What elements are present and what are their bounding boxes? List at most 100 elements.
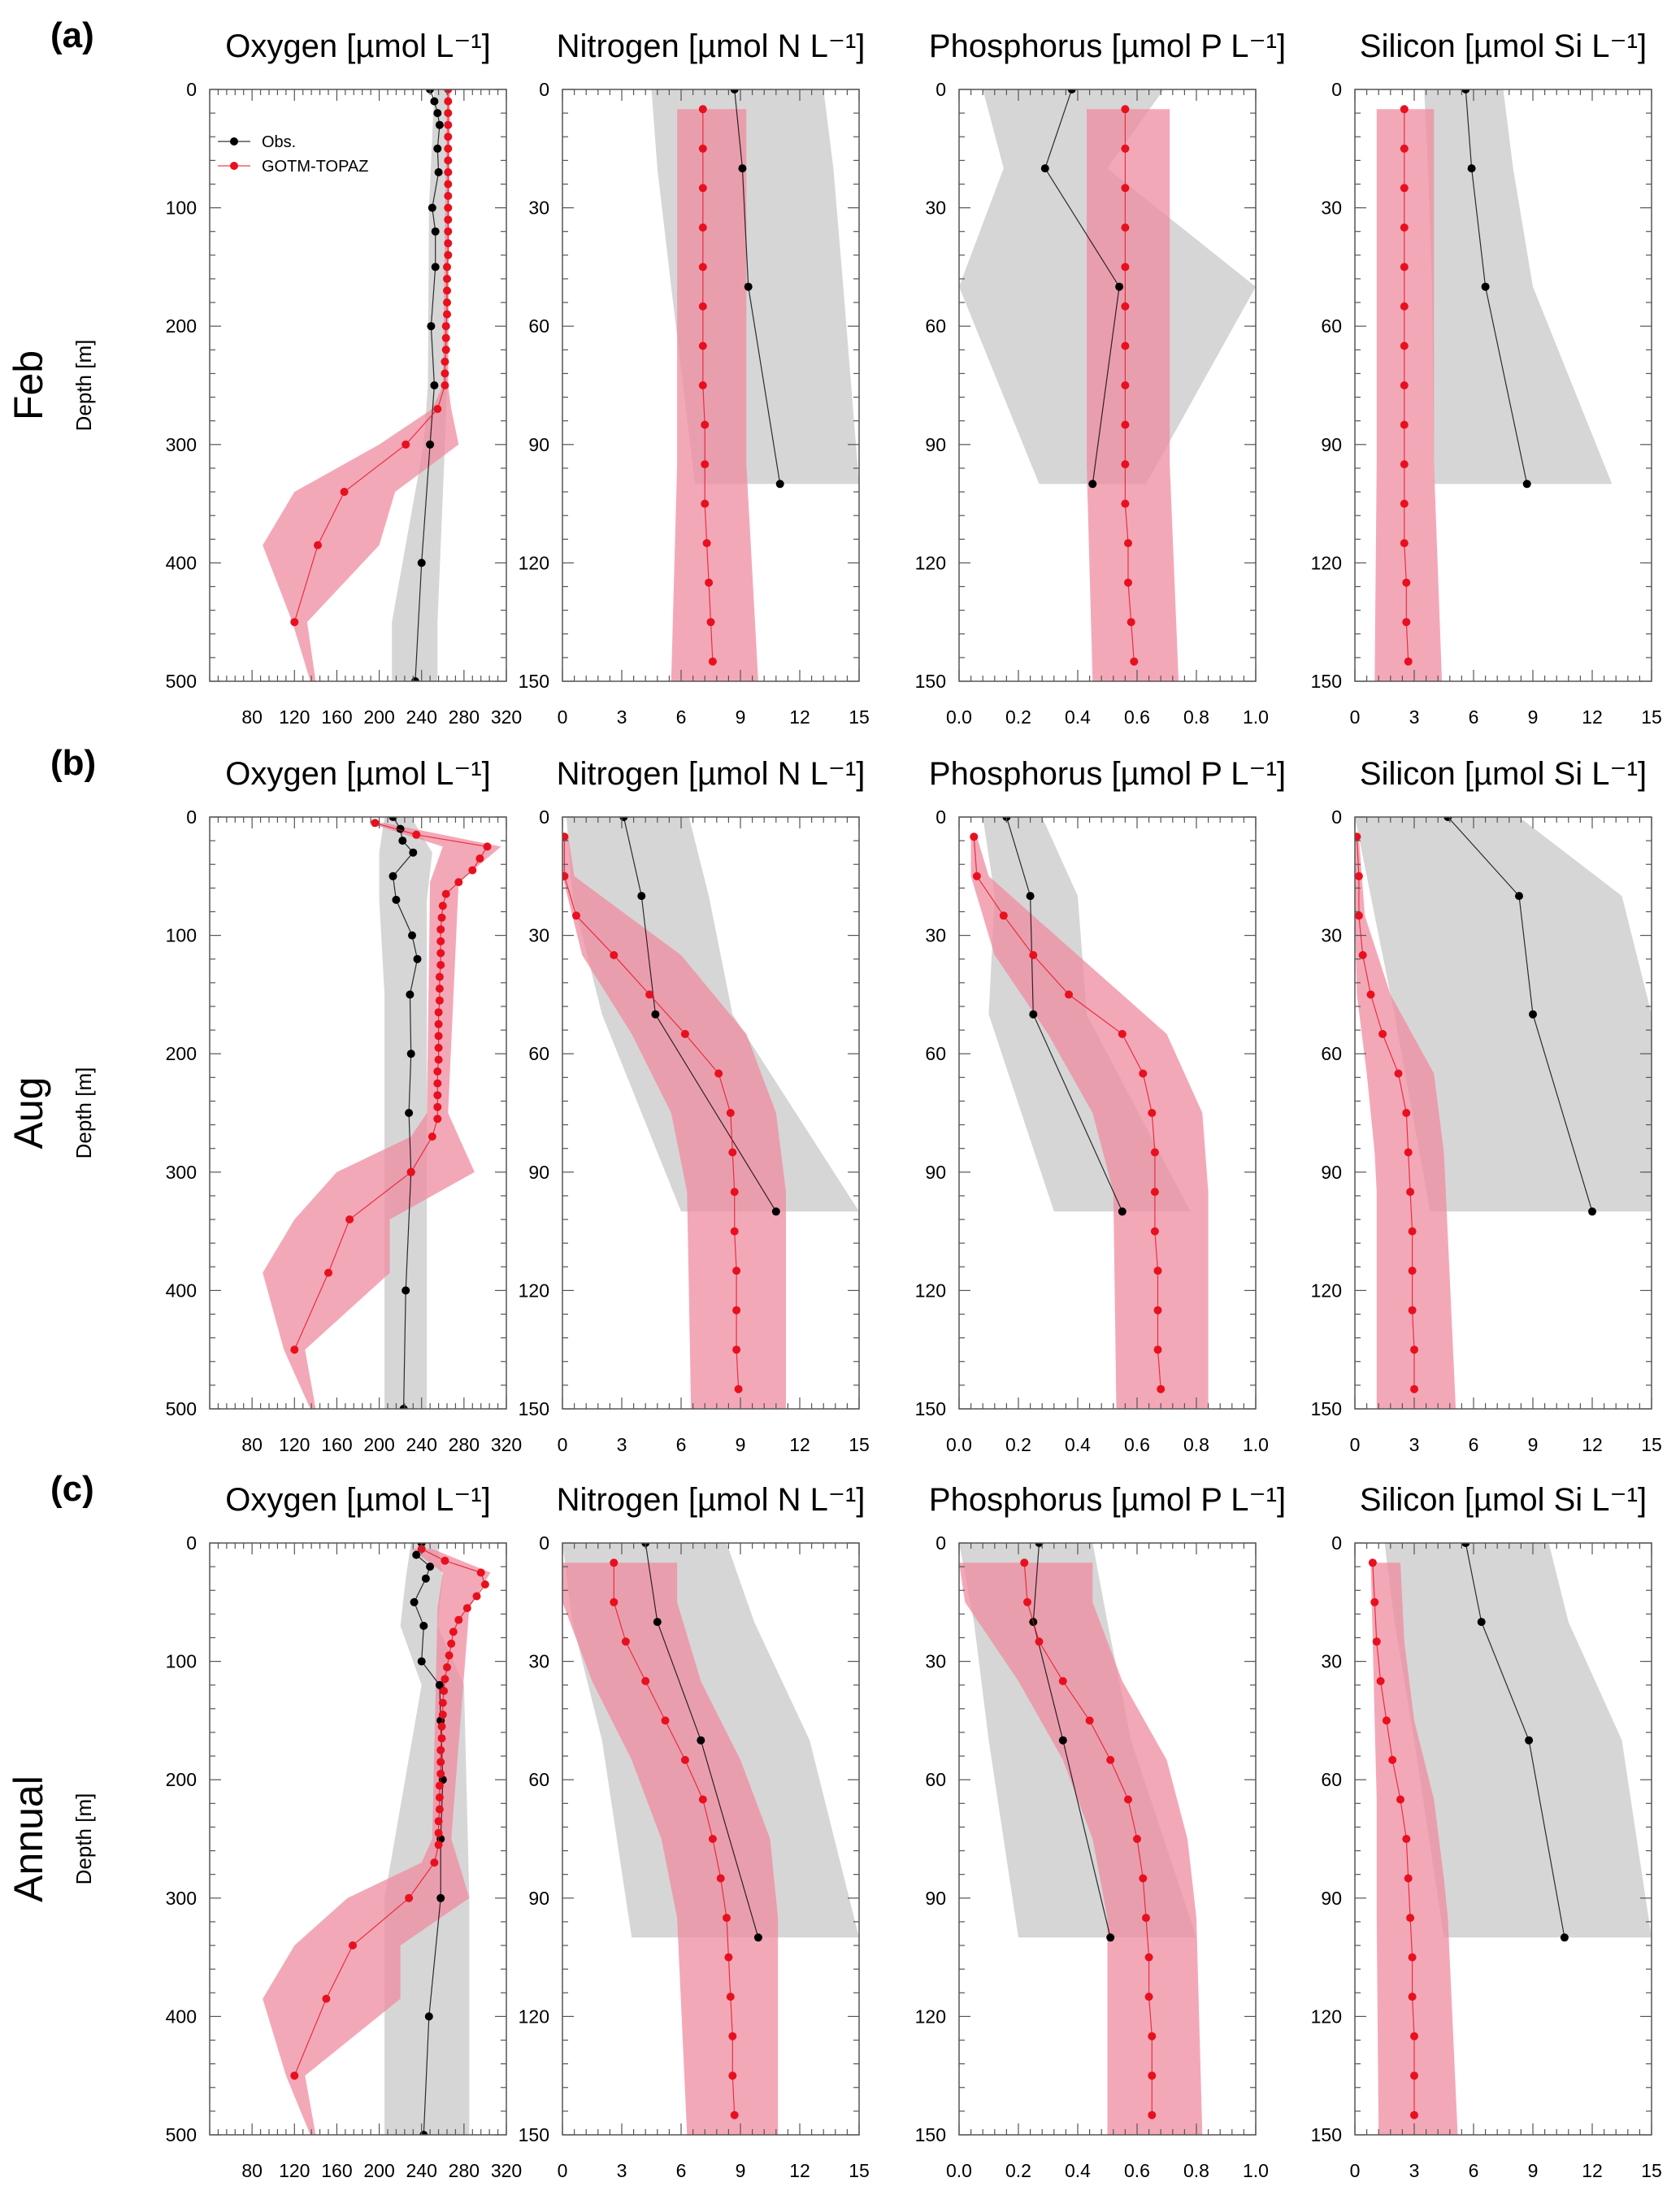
x-tick-label: 6 bbox=[1469, 2160, 1479, 2181]
y-tick-label: 500 bbox=[166, 671, 197, 692]
y-tick-label: 60 bbox=[1321, 1043, 1342, 1064]
obs-point bbox=[1560, 1933, 1569, 1942]
model-point bbox=[1400, 263, 1409, 272]
panel-aug-silicon: 0 30 60 90 120 150 0 3 6 9 12 15 bbox=[1311, 806, 1662, 1455]
model-point bbox=[1121, 105, 1130, 114]
x-tick-label: 240 bbox=[406, 1434, 437, 1455]
model-range-band bbox=[562, 837, 786, 1409]
obs-point bbox=[697, 1736, 705, 1745]
obs-point bbox=[738, 164, 747, 173]
model-point bbox=[1402, 618, 1411, 627]
model-point bbox=[1410, 2032, 1418, 2041]
y-tick-label: 60 bbox=[1321, 1769, 1342, 1790]
y-tick-label: 30 bbox=[925, 198, 946, 219]
y-tick-label: 0 bbox=[539, 79, 549, 100]
model-point bbox=[698, 263, 707, 272]
obs-range-band bbox=[1424, 89, 1613, 485]
model-point bbox=[1382, 1716, 1391, 1725]
obs-point bbox=[730, 89, 739, 93]
model-point bbox=[435, 1805, 444, 1814]
obs-line bbox=[1447, 817, 1593, 1212]
x-tick-label: 0.0 bbox=[946, 1434, 972, 1455]
model-point bbox=[434, 1828, 443, 1837]
column-title-nitrogen: Nitrogen [µmol N L⁻¹] bbox=[557, 28, 866, 64]
model-point bbox=[441, 1556, 449, 1565]
x-tick-label: 0.4 bbox=[1065, 706, 1091, 728]
x-tick-label: 3 bbox=[1409, 2160, 1420, 2181]
obs-line bbox=[1465, 1543, 1565, 1938]
model-point bbox=[437, 1734, 446, 1743]
model-point bbox=[1378, 1029, 1387, 1038]
y-tick-label: 150 bbox=[1311, 2124, 1342, 2145]
model-point bbox=[444, 97, 453, 106]
y-tick-label: 30 bbox=[528, 198, 549, 219]
x-tick-label: 0.2 bbox=[1005, 1434, 1031, 1455]
y-tick-label: 120 bbox=[519, 552, 549, 573]
x-tick-label: 1.0 bbox=[1243, 1434, 1269, 1455]
model-point bbox=[1394, 1069, 1403, 1078]
model-point bbox=[443, 263, 451, 272]
obs-point bbox=[428, 203, 436, 212]
x-tick-label: 160 bbox=[321, 1434, 352, 1455]
model-point bbox=[1085, 1716, 1094, 1725]
legend-obs-label: Obs. bbox=[262, 133, 296, 151]
model-point bbox=[1148, 2032, 1157, 2041]
column-title-silicon: Silicon [µmol Si L⁻¹] bbox=[1360, 1482, 1647, 1518]
model-point bbox=[1400, 381, 1409, 389]
model-point bbox=[444, 227, 453, 236]
panel-aug-nitrogen: 0 30 60 90 120 150 0 3 6 9 12 15 bbox=[519, 806, 870, 1455]
model-point bbox=[1388, 1755, 1397, 1764]
obs-point bbox=[392, 895, 401, 904]
model-point bbox=[698, 223, 707, 232]
obs-line bbox=[1044, 89, 1120, 485]
y-tick-label: 0 bbox=[936, 79, 946, 100]
model-range-band bbox=[671, 109, 758, 681]
model-point bbox=[462, 1604, 471, 1613]
model-point bbox=[436, 1769, 445, 1778]
model-point bbox=[1400, 223, 1409, 232]
y-tick-label: 60 bbox=[925, 1043, 946, 1064]
model-point bbox=[972, 871, 981, 880]
model-point bbox=[445, 1651, 454, 1660]
x-tick-label: 0 bbox=[1350, 706, 1361, 728]
plot-frame bbox=[209, 89, 507, 682]
obs-point bbox=[402, 1286, 410, 1295]
y-tick-label: 100 bbox=[166, 1651, 197, 1672]
model-point bbox=[1376, 1676, 1385, 1685]
y-tick-label: 120 bbox=[519, 2006, 549, 2027]
model-point bbox=[698, 1795, 707, 1804]
model-point bbox=[1404, 1148, 1413, 1157]
panel-tag: (c) bbox=[50, 1469, 94, 1509]
plot-area bbox=[1374, 89, 1613, 681]
model-point bbox=[730, 1227, 739, 1236]
model-point bbox=[444, 192, 453, 200]
obs-point bbox=[409, 848, 418, 857]
model-point bbox=[433, 1091, 442, 1100]
y-tick-label: 150 bbox=[1311, 671, 1342, 692]
obs-range-band bbox=[392, 89, 449, 681]
x-tick-label: 12 bbox=[789, 2160, 810, 2181]
model-point bbox=[290, 2071, 299, 2080]
model-point bbox=[433, 405, 442, 414]
model-point bbox=[441, 1675, 449, 1684]
y-tick-label: 120 bbox=[915, 2006, 946, 2027]
x-tick-label: 0 bbox=[558, 706, 568, 728]
model-range-band bbox=[1087, 109, 1179, 681]
model-point bbox=[1408, 1953, 1417, 1962]
model-point bbox=[1410, 2110, 1418, 2119]
y-tick-label: 60 bbox=[528, 315, 549, 337]
model-point bbox=[444, 109, 453, 118]
x-tick-label: 280 bbox=[449, 706, 480, 728]
y-tick-label: 150 bbox=[915, 1398, 946, 1419]
model-point bbox=[1106, 1755, 1115, 1764]
model-point bbox=[1406, 1914, 1415, 1923]
model-point bbox=[440, 1687, 449, 1695]
model-point bbox=[441, 381, 449, 389]
plot-frame bbox=[958, 816, 1257, 1410]
obs-point bbox=[775, 480, 784, 489]
model-range-band bbox=[562, 1563, 779, 2135]
model-point bbox=[444, 239, 453, 248]
x-tick-label: 240 bbox=[406, 706, 437, 728]
